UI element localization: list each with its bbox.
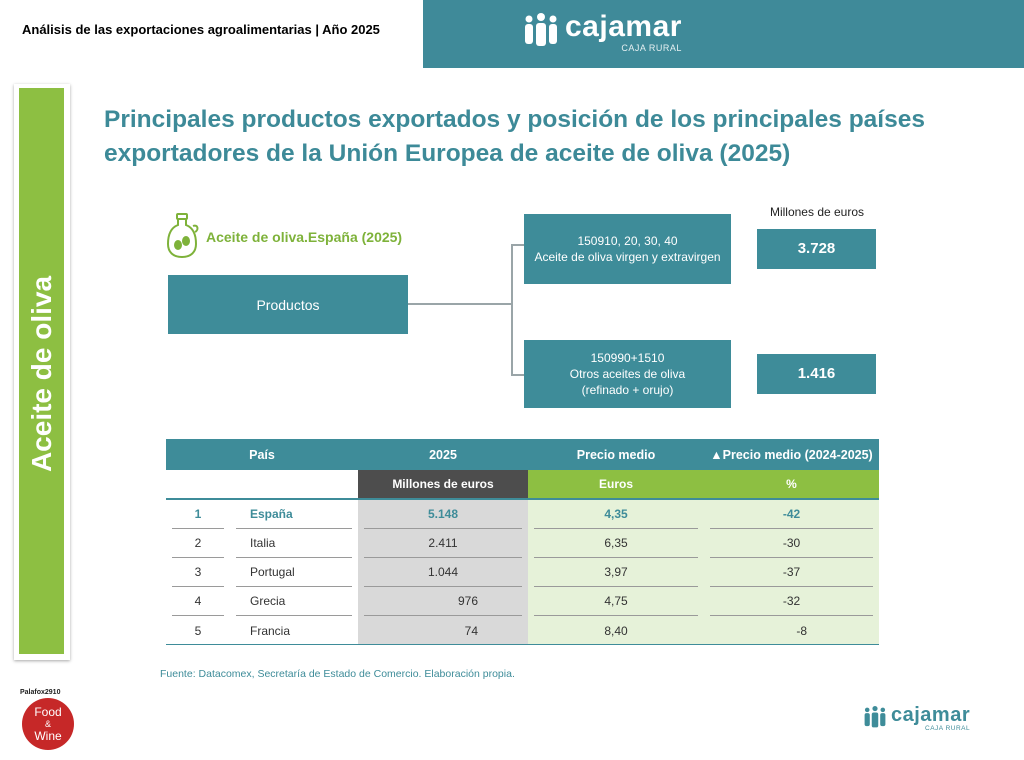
table-bottom-rule bbox=[166, 644, 879, 645]
badge-line-2: & bbox=[44, 719, 51, 729]
row-country: Francia bbox=[250, 623, 291, 638]
productos-box: Productos bbox=[168, 275, 408, 334]
subheader-pct: % bbox=[704, 470, 879, 498]
row-rank: 5 bbox=[194, 623, 202, 638]
source-note: Fuente: Datacomex, Secretaría de Estado … bbox=[160, 668, 515, 680]
row-price: 6,35 bbox=[534, 529, 698, 558]
header-left: Análisis de las exportaciones agroalimen… bbox=[0, 0, 423, 68]
product-1-code: 150910, 20, 30, 40 bbox=[577, 234, 678, 248]
row-rank: 2 bbox=[172, 529, 224, 558]
row-change: -30 bbox=[710, 529, 873, 558]
row-change: -8 bbox=[796, 623, 807, 638]
people-icon bbox=[525, 13, 557, 46]
header-variacion: ▲Precio medio (2024-2025) bbox=[704, 439, 879, 470]
footer-logo-sub: CAJA RURAL bbox=[925, 725, 971, 732]
people-icon bbox=[864, 705, 886, 728]
table-separator bbox=[166, 498, 879, 500]
product-box-1: 150910, 20, 30, 40 Aceite de oliva virge… bbox=[524, 214, 731, 284]
table-row: 1 España 5.148 4,35 -42 bbox=[166, 500, 879, 529]
page-title: Principales productos exportados y posic… bbox=[104, 106, 925, 167]
footer-logo-name: cajamar bbox=[891, 704, 971, 726]
product-1-value: 3.728 bbox=[797, 240, 836, 257]
connector-vertical bbox=[511, 244, 513, 375]
row-value: 74 bbox=[464, 623, 478, 638]
row-value: 976 bbox=[364, 587, 522, 616]
table-row: 5 Francia 74 8,40 -8 bbox=[166, 616, 879, 645]
badge-caption: Palafox2910 bbox=[20, 689, 61, 696]
row-rank: 3 bbox=[172, 558, 224, 587]
sidebar-green-band: Aceite de oliva bbox=[19, 88, 64, 654]
row-rank: 1 bbox=[172, 500, 224, 529]
value-box-2: 1.416 bbox=[757, 354, 876, 394]
row-price: 4,35 bbox=[534, 500, 698, 529]
subheader-blank bbox=[166, 470, 358, 498]
section-sidebar: Aceite de oliva bbox=[14, 84, 70, 660]
row-price: 4,75 bbox=[534, 587, 698, 616]
subheader-millones: Millones de euros bbox=[358, 470, 528, 498]
table-row: 4 Grecia 976 4,75 -32 bbox=[166, 587, 879, 616]
countries-table: País 2025 Precio medio ▲Precio medio (20… bbox=[166, 439, 879, 645]
header-precio: Precio medio bbox=[528, 439, 704, 470]
row-change: -42 bbox=[710, 500, 873, 529]
cajamar-logo-footer: cajamar CAJA RURAL bbox=[862, 705, 970, 733]
row-rank: 4 bbox=[172, 587, 224, 616]
unit-label: Millones de euros bbox=[769, 205, 865, 219]
logo-name: cajamar bbox=[565, 10, 682, 43]
diagram-section-label: Aceite de oliva.España (2025) bbox=[206, 229, 403, 245]
row-value: 5.148 bbox=[364, 500, 522, 529]
connector-branch-1 bbox=[511, 244, 524, 246]
value-box-1: 3.728 bbox=[757, 229, 876, 269]
table-row: 3 Portugal 1.044 3,97 -37 bbox=[166, 558, 879, 587]
row-country: Italia bbox=[236, 529, 352, 558]
subheader-euros: Euros bbox=[528, 470, 704, 498]
row-price: 3,97 bbox=[534, 558, 698, 587]
food-wine-badge: Food & Wine bbox=[22, 698, 74, 750]
row-change: -37 bbox=[710, 558, 873, 587]
olive-oil-bottle-icon bbox=[166, 213, 199, 259]
connector-branch-2 bbox=[511, 374, 524, 376]
header-pais: País bbox=[166, 439, 358, 470]
report-title: Análisis de las exportaciones agroalimen… bbox=[22, 22, 380, 37]
product-2-value: 1.416 bbox=[797, 365, 836, 382]
table-header-row: País 2025 Precio medio ▲Precio medio (20… bbox=[166, 439, 879, 470]
row-value: 1.044 bbox=[364, 558, 522, 587]
productos-label: Productos bbox=[256, 296, 320, 313]
product-2-code: 150990+1510 bbox=[590, 351, 665, 365]
table-subheader-row: Millones de euros Euros % bbox=[166, 470, 879, 498]
badge-line-1: Food bbox=[34, 705, 62, 719]
row-change: -32 bbox=[710, 587, 873, 616]
row-country: Portugal bbox=[236, 558, 352, 587]
row-country: España bbox=[236, 500, 352, 529]
cajamar-logo-header: cajamar CAJA RURAL bbox=[521, 12, 682, 53]
product-2-desc2: (refinado + orujo) bbox=[581, 383, 674, 397]
row-price: 8,40 bbox=[604, 623, 628, 638]
header-2025: 2025 bbox=[358, 439, 528, 470]
logo-sub: CAJA RURAL bbox=[621, 43, 682, 53]
product-box-2: 150990+1510 Otros aceites de oliva (refi… bbox=[524, 340, 731, 408]
table-row: 2 Italia 2.411 6,35 -30 bbox=[166, 529, 879, 558]
row-country: Grecia bbox=[236, 587, 352, 616]
connector-horizontal bbox=[408, 303, 512, 305]
header-right: cajamar CAJA RURAL bbox=[423, 0, 1024, 68]
row-value: 2.411 bbox=[364, 529, 522, 558]
badge-line-3: Wine bbox=[34, 729, 62, 743]
sidebar-label: Aceite de oliva bbox=[26, 275, 57, 473]
product-2-desc: Otros aceites de oliva bbox=[569, 367, 686, 381]
product-1-desc: Aceite de oliva virgen y extravirgen bbox=[534, 250, 721, 264]
